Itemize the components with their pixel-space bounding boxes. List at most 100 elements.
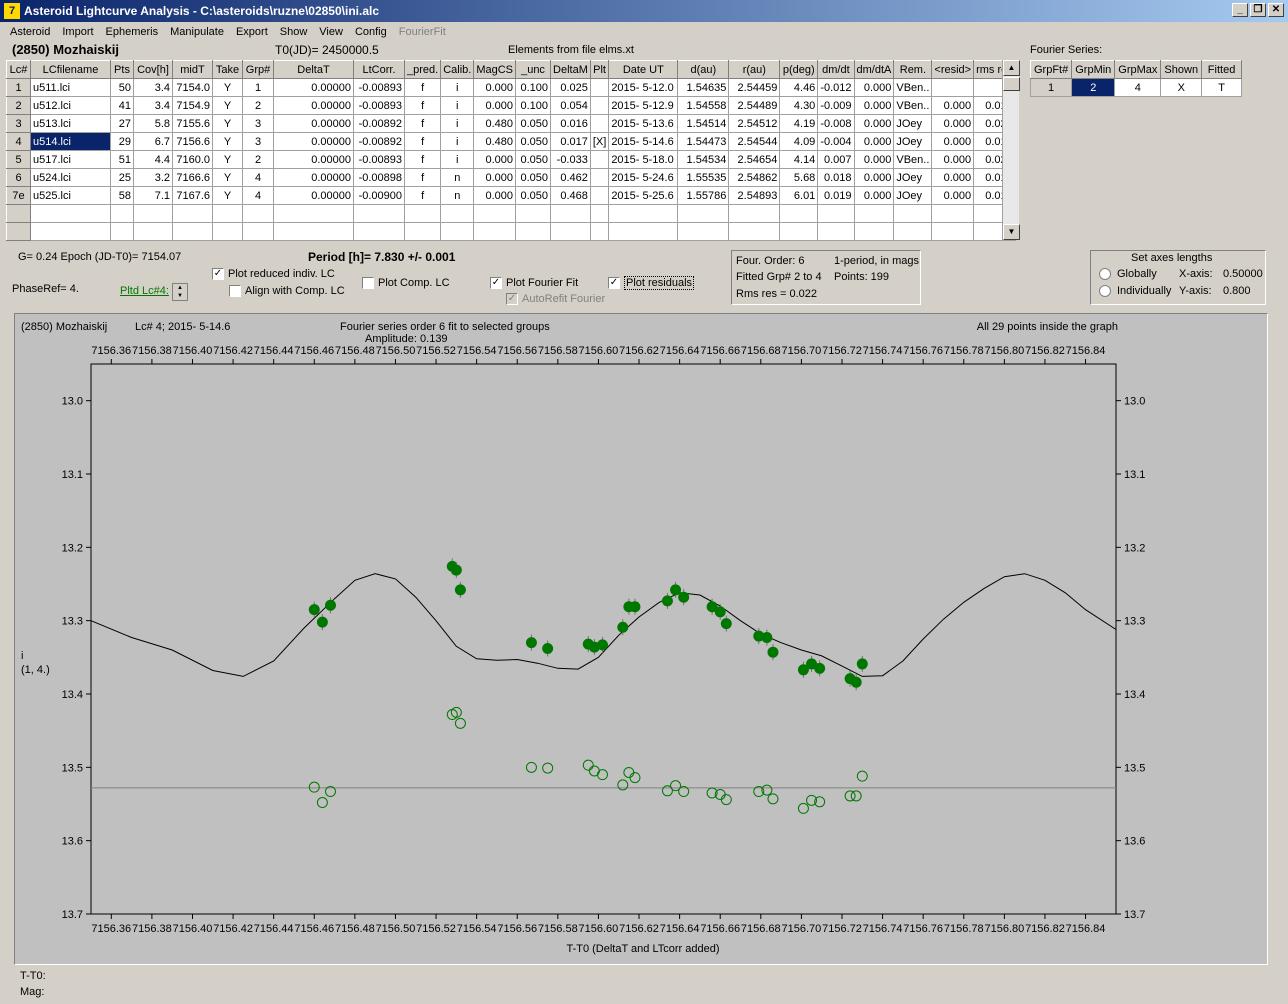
fourier-cell[interactable]: T bbox=[1201, 78, 1243, 97]
table-cell[interactable]: f bbox=[403, 78, 442, 97]
table-cell[interactable] bbox=[212, 222, 243, 241]
table-row[interactable]: 6 u524.lci 25 3.2 7166.6 Y 4 0.00000 -0.00898 f n 0… bbox=[6, 168, 1016, 187]
scroll-up-icon[interactable]: ▲ bbox=[1003, 60, 1020, 76]
table-cell[interactable] bbox=[212, 204, 243, 223]
table-cell[interactable]: 0.480 bbox=[473, 114, 517, 133]
table-cell[interactable]: 1.54473 bbox=[677, 132, 730, 151]
table-cell[interactable] bbox=[853, 222, 895, 241]
table-cell[interactable] bbox=[589, 186, 610, 205]
table-cell[interactable] bbox=[6, 204, 31, 223]
checkbox-icon[interactable]: ✓ bbox=[212, 268, 224, 281]
table-cell[interactable]: 3 bbox=[242, 132, 274, 151]
table-cell[interactable]: JOey bbox=[893, 132, 933, 151]
column-header[interactable]: Rem. bbox=[893, 60, 933, 79]
column-header[interactable]: DeltaM bbox=[550, 60, 591, 79]
table-cell[interactable]: 2015- 5-14.6 bbox=[608, 132, 679, 151]
table-cell[interactable]: 0.000 bbox=[473, 150, 517, 169]
table-cell[interactable]: u513.lci bbox=[30, 114, 111, 133]
table-cell[interactable]: 2.54544 bbox=[728, 132, 781, 151]
menu-item-fourierfit[interactable]: FourierFit bbox=[398, 25, 446, 38]
table-cell[interactable] bbox=[589, 150, 610, 169]
table-cell[interactable] bbox=[440, 222, 475, 241]
table-cell[interactable]: i bbox=[440, 150, 475, 169]
table-row[interactable]: 5 u517.lci 51 4.4 7160.0 Y 2 0.00000 -0.00893 f i 0… bbox=[6, 150, 1016, 169]
scroll-thumb[interactable] bbox=[1003, 77, 1020, 91]
table-cell[interactable]: 0.00000 bbox=[273, 114, 354, 133]
row-header[interactable]: 4 bbox=[6, 132, 31, 151]
checkbox-icon[interactable]: ✓ bbox=[490, 277, 502, 290]
table-cell[interactable]: 0.054 bbox=[550, 96, 591, 115]
table-cell[interactable] bbox=[589, 96, 610, 115]
table-cell[interactable] bbox=[589, 114, 610, 133]
table-cell[interactable]: 2.54489 bbox=[728, 96, 781, 115]
plot-residuals-checkbox[interactable]: ✓ Plot residuals bbox=[608, 276, 695, 290]
table-cell[interactable]: -0.00898 bbox=[353, 168, 405, 187]
table-cell[interactable] bbox=[728, 204, 781, 223]
table-cell[interactable]: 2.54459 bbox=[728, 78, 781, 97]
table-row[interactable]: 1 u511.lci 50 3.4 7154.0 Y 1 0.00000 -0.00893 f i 0… bbox=[6, 78, 1016, 97]
table-cell[interactable] bbox=[931, 78, 975, 97]
table-cell[interactable]: 7154.0 bbox=[172, 78, 213, 97]
table-cell[interactable]: 50 bbox=[110, 78, 134, 97]
table-cell[interactable]: 4.4 bbox=[133, 150, 173, 169]
table-cell[interactable]: u517.lci bbox=[30, 150, 111, 169]
table-cell[interactable] bbox=[728, 222, 781, 241]
table-cell[interactable]: 0.00000 bbox=[273, 150, 354, 169]
table-cell[interactable] bbox=[440, 204, 475, 223]
table-cell[interactable]: 2015- 5-25.6 bbox=[608, 186, 679, 205]
table-cell[interactable]: 2 bbox=[242, 96, 274, 115]
column-header[interactable]: d(au) bbox=[677, 60, 730, 79]
table-cell[interactable]: 7166.6 bbox=[172, 168, 213, 187]
table-cell[interactable]: 1.54558 bbox=[677, 96, 730, 115]
table-cell[interactable]: Y bbox=[212, 96, 243, 115]
table-cell[interactable]: 0.007 bbox=[817, 150, 855, 169]
table-cell[interactable] bbox=[589, 222, 610, 241]
column-header[interactable]: MagCS bbox=[473, 60, 517, 79]
table-cell[interactable]: 4.46 bbox=[779, 78, 819, 97]
row-header[interactable]: 7e bbox=[6, 186, 31, 205]
table-cell[interactable]: 0.050 bbox=[515, 168, 552, 187]
fourier-cell[interactable]: 2 bbox=[1071, 78, 1116, 97]
menu-item-view[interactable]: View bbox=[319, 25, 343, 38]
table-cell[interactable]: VBen.. bbox=[893, 96, 933, 115]
table-cell[interactable] bbox=[353, 222, 405, 241]
table-cell[interactable]: JOey bbox=[893, 114, 933, 133]
column-header[interactable]: midT bbox=[172, 60, 213, 79]
table-cell[interactable] bbox=[133, 204, 173, 223]
table-cell[interactable]: 2.54893 bbox=[728, 186, 781, 205]
table-cell[interactable] bbox=[893, 222, 933, 241]
table-cell[interactable]: VBen.. bbox=[893, 150, 933, 169]
table-cell[interactable]: 6.01 bbox=[779, 186, 819, 205]
table-cell[interactable]: 0.000 bbox=[931, 96, 975, 115]
table-cell[interactable]: 0.000 bbox=[473, 96, 517, 115]
table-cell[interactable]: 2015- 5-18.0 bbox=[608, 150, 679, 169]
table-cell[interactable]: 5.8 bbox=[133, 114, 173, 133]
table-cell[interactable]: 4.19 bbox=[779, 114, 819, 133]
x-axis-value[interactable]: 0.50000 bbox=[1223, 268, 1263, 280]
table-cell[interactable]: 4.30 bbox=[779, 96, 819, 115]
restore-icon[interactable]: ❐ bbox=[1250, 3, 1266, 17]
table-cell[interactable]: Y bbox=[212, 186, 243, 205]
lightcurve-chart[interactable]: (2850) Mozhaiskij Lc# 4; 2015- 5-14.6 Four… bbox=[15, 314, 1267, 964]
table-cell[interactable]: 0.018 bbox=[817, 168, 855, 187]
table-cell[interactable]: 0.000 bbox=[853, 78, 895, 97]
close-icon[interactable]: ✕ bbox=[1268, 3, 1284, 17]
menu-item-export[interactable]: Export bbox=[235, 25, 268, 38]
table-cell[interactable]: 0.100 bbox=[515, 78, 552, 97]
table-cell[interactable]: u525.lci bbox=[30, 186, 111, 205]
table-cell[interactable]: 4 bbox=[242, 186, 274, 205]
table-cell[interactable]: 0.000 bbox=[853, 132, 895, 151]
fourier-column-header[interactable]: GrpFt# bbox=[1029, 60, 1073, 79]
table-cell[interactable]: 7167.6 bbox=[172, 186, 213, 205]
row-header[interactable]: 3 bbox=[6, 114, 31, 133]
table-cell[interactable]: 0.016 bbox=[550, 114, 591, 133]
checkbox-icon[interactable]: ✓ bbox=[608, 277, 620, 290]
column-header[interactable]: dm/dtA bbox=[853, 60, 895, 79]
table-cell[interactable] bbox=[589, 168, 610, 187]
table-cell[interactable] bbox=[608, 222, 679, 241]
column-header[interactable]: Lc# bbox=[6, 60, 31, 79]
table-cell[interactable]: u511.lci bbox=[30, 78, 111, 97]
y-axis-value[interactable]: 0.800 bbox=[1223, 285, 1251, 297]
table-cell[interactable]: i bbox=[440, 132, 475, 151]
table-cell[interactable]: 0.000 bbox=[931, 150, 975, 169]
